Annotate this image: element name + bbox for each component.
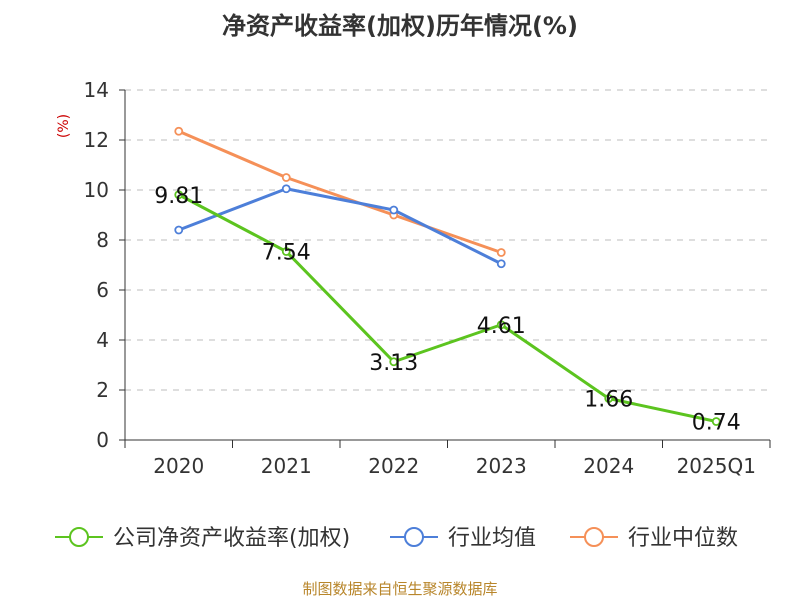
data-point [604, 394, 614, 403]
legend-label: 行业中位数 [628, 526, 738, 551]
grid [125, 89, 770, 391]
data-label: 0.74 [692, 411, 741, 436]
y-tick-label: 12 [84, 128, 109, 152]
y-tick-label: 8 [96, 228, 109, 252]
x-tick-label: 2025Q1 [677, 454, 756, 478]
y-tick-label: 10 [84, 178, 109, 202]
series-line [178, 187, 502, 266]
data-label: 1.66 [584, 388, 633, 413]
data-point [174, 190, 184, 200]
series-line [178, 129, 502, 254]
legend-label: 行业均值 [448, 526, 536, 551]
data-label: 3.13 [369, 351, 418, 376]
data-point [389, 205, 399, 215]
data-point [281, 184, 291, 194]
legend-swatch-marker [584, 527, 604, 547]
legend-swatch-marker [404, 527, 424, 547]
data-point [389, 357, 399, 367]
legend: 公司净资产收益率(加权) 行业均值 行业中位数 [55, 526, 738, 551]
data-labels: 9.81 7.54 3.13 4.61 1.66 0.74 [154, 184, 740, 436]
y-tick-label: 4 [96, 328, 109, 352]
data-point [496, 320, 506, 330]
series-line [178, 193, 717, 423]
legend-label: 公司净资产收益率(加权) [113, 526, 350, 551]
series [174, 126, 721, 426]
data-source-note: 制图数据来自恒生聚源数据库 [302, 580, 497, 598]
data-point [496, 259, 506, 269]
data-label: 4.61 [477, 314, 526, 339]
legend-swatch-marker [69, 527, 89, 547]
chart-title: 净资产收益率(加权)历年情况(%) [222, 12, 578, 40]
x-tick-label: 2024 [583, 454, 634, 478]
data-point [281, 173, 291, 182]
y-tick-label: 0 [96, 428, 109, 452]
data-point [281, 247, 291, 256]
data-point [496, 248, 506, 257]
data-label: 9.81 [154, 184, 203, 209]
y-tick-label: 14 [84, 78, 109, 102]
x-tick-label: 2020 [153, 454, 204, 478]
axes: 0 2 4 6 8 10 12 14 2020 2021 2022 2023 2024 2025Q1 [84, 78, 771, 478]
y-axis-unit: (%) [56, 114, 72, 138]
data-label: 7.54 [262, 241, 311, 266]
y-tick-label: 6 [96, 278, 109, 302]
x-tick-label: 2022 [368, 454, 419, 478]
data-point [711, 417, 721, 426]
x-tick-label: 2023 [476, 454, 527, 478]
y-tick-label: 2 [96, 378, 109, 402]
data-point [174, 225, 184, 235]
data-point [174, 126, 184, 136]
x-tick-label: 2021 [261, 454, 312, 478]
